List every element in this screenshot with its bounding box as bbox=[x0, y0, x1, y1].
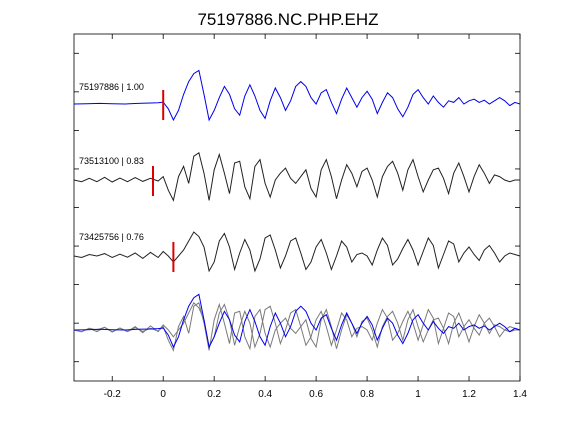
x-tick-label-5: 0.8 bbox=[360, 389, 374, 400]
x-axis: -0.2 0 0.2 0.4 0.6 0.8 1 1.2 1.4 bbox=[104, 34, 527, 400]
x-tick-label-6: 1 bbox=[415, 389, 421, 400]
trace-label-2: 73425756 | 0.76 bbox=[79, 232, 144, 242]
traces-layer bbox=[73, 69, 521, 352]
x-tick-label-2: 0.2 bbox=[207, 389, 221, 400]
overlay-line-0 bbox=[73, 293, 521, 349]
plot-area: 75197886 | 1.00 73513100 | 0.83 73425756 |… bbox=[73, 33, 527, 400]
trace-line-2 bbox=[73, 231, 521, 273]
x-tick-label-1: 0 bbox=[160, 389, 166, 400]
trace-line-1 bbox=[73, 151, 520, 202]
trace-label-1: 73513100 | 0.83 bbox=[79, 156, 144, 166]
trace-labels-layer: 75197886 | 1.00 73513100 | 0.83 73425756 |… bbox=[79, 82, 144, 242]
picks-layer bbox=[152, 90, 175, 272]
x-tick-label-8: 1.4 bbox=[513, 389, 527, 400]
x-tick-label-0: -0.2 bbox=[104, 389, 122, 400]
chart-title: 75197886.NC.PHP.EHZ bbox=[197, 10, 378, 29]
x-tick-label-4: 0.6 bbox=[309, 389, 323, 400]
x-tick-label-7: 1.2 bbox=[462, 389, 476, 400]
overlay-line-2 bbox=[73, 301, 521, 349]
y-axis bbox=[74, 52, 520, 363]
trace-label-0: 75197886 | 1.00 bbox=[79, 82, 144, 92]
overlay-line-1 bbox=[73, 301, 520, 352]
trace-line-0 bbox=[73, 69, 521, 122]
x-tick-label-3: 0.4 bbox=[258, 389, 272, 400]
